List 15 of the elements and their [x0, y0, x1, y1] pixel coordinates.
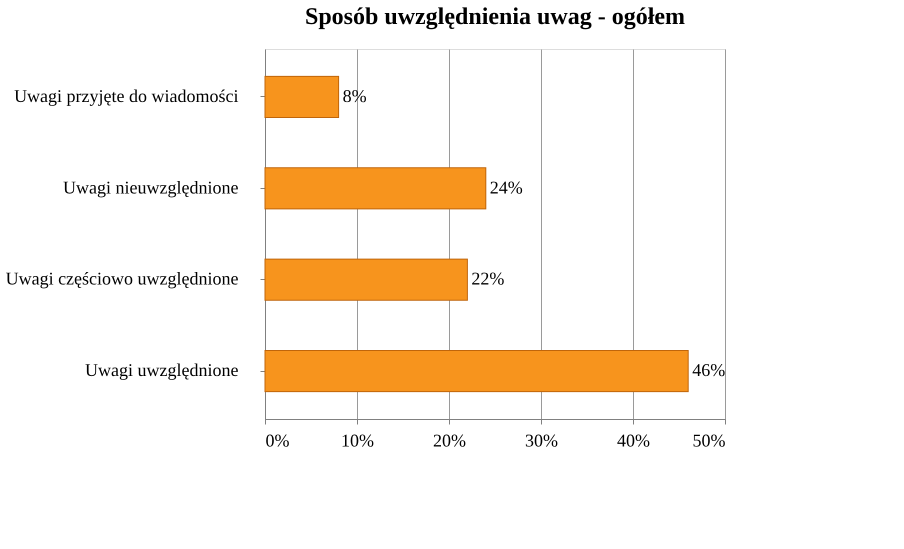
data-label: 22% [471, 268, 504, 289]
chart-title: Sposób uwzględnienia uwag - ogółem [304, 4, 686, 30]
data-label: 8% [342, 86, 367, 106]
data-label: 24% [490, 177, 523, 198]
x-tick-label: 40% [617, 430, 650, 450]
data-label: 46% [692, 360, 726, 380]
y-tick-label: Uwagi przyjęte do wiadomości [14, 86, 238, 106]
x-tick-label: 50% [692, 430, 726, 450]
x-tick-label: 0% [266, 430, 290, 450]
x-tick-label: 20% [433, 430, 466, 450]
y-tick-label: Uwagi uwzględnione [85, 360, 238, 380]
y-tick-label: Uwagi nieuwzględnione [63, 177, 239, 198]
y-tick-label: Uwagi częściowo uwzględnione [6, 268, 239, 289]
x-tick-label: 30% [525, 430, 558, 450]
x-tick-label: 10% [341, 430, 374, 450]
